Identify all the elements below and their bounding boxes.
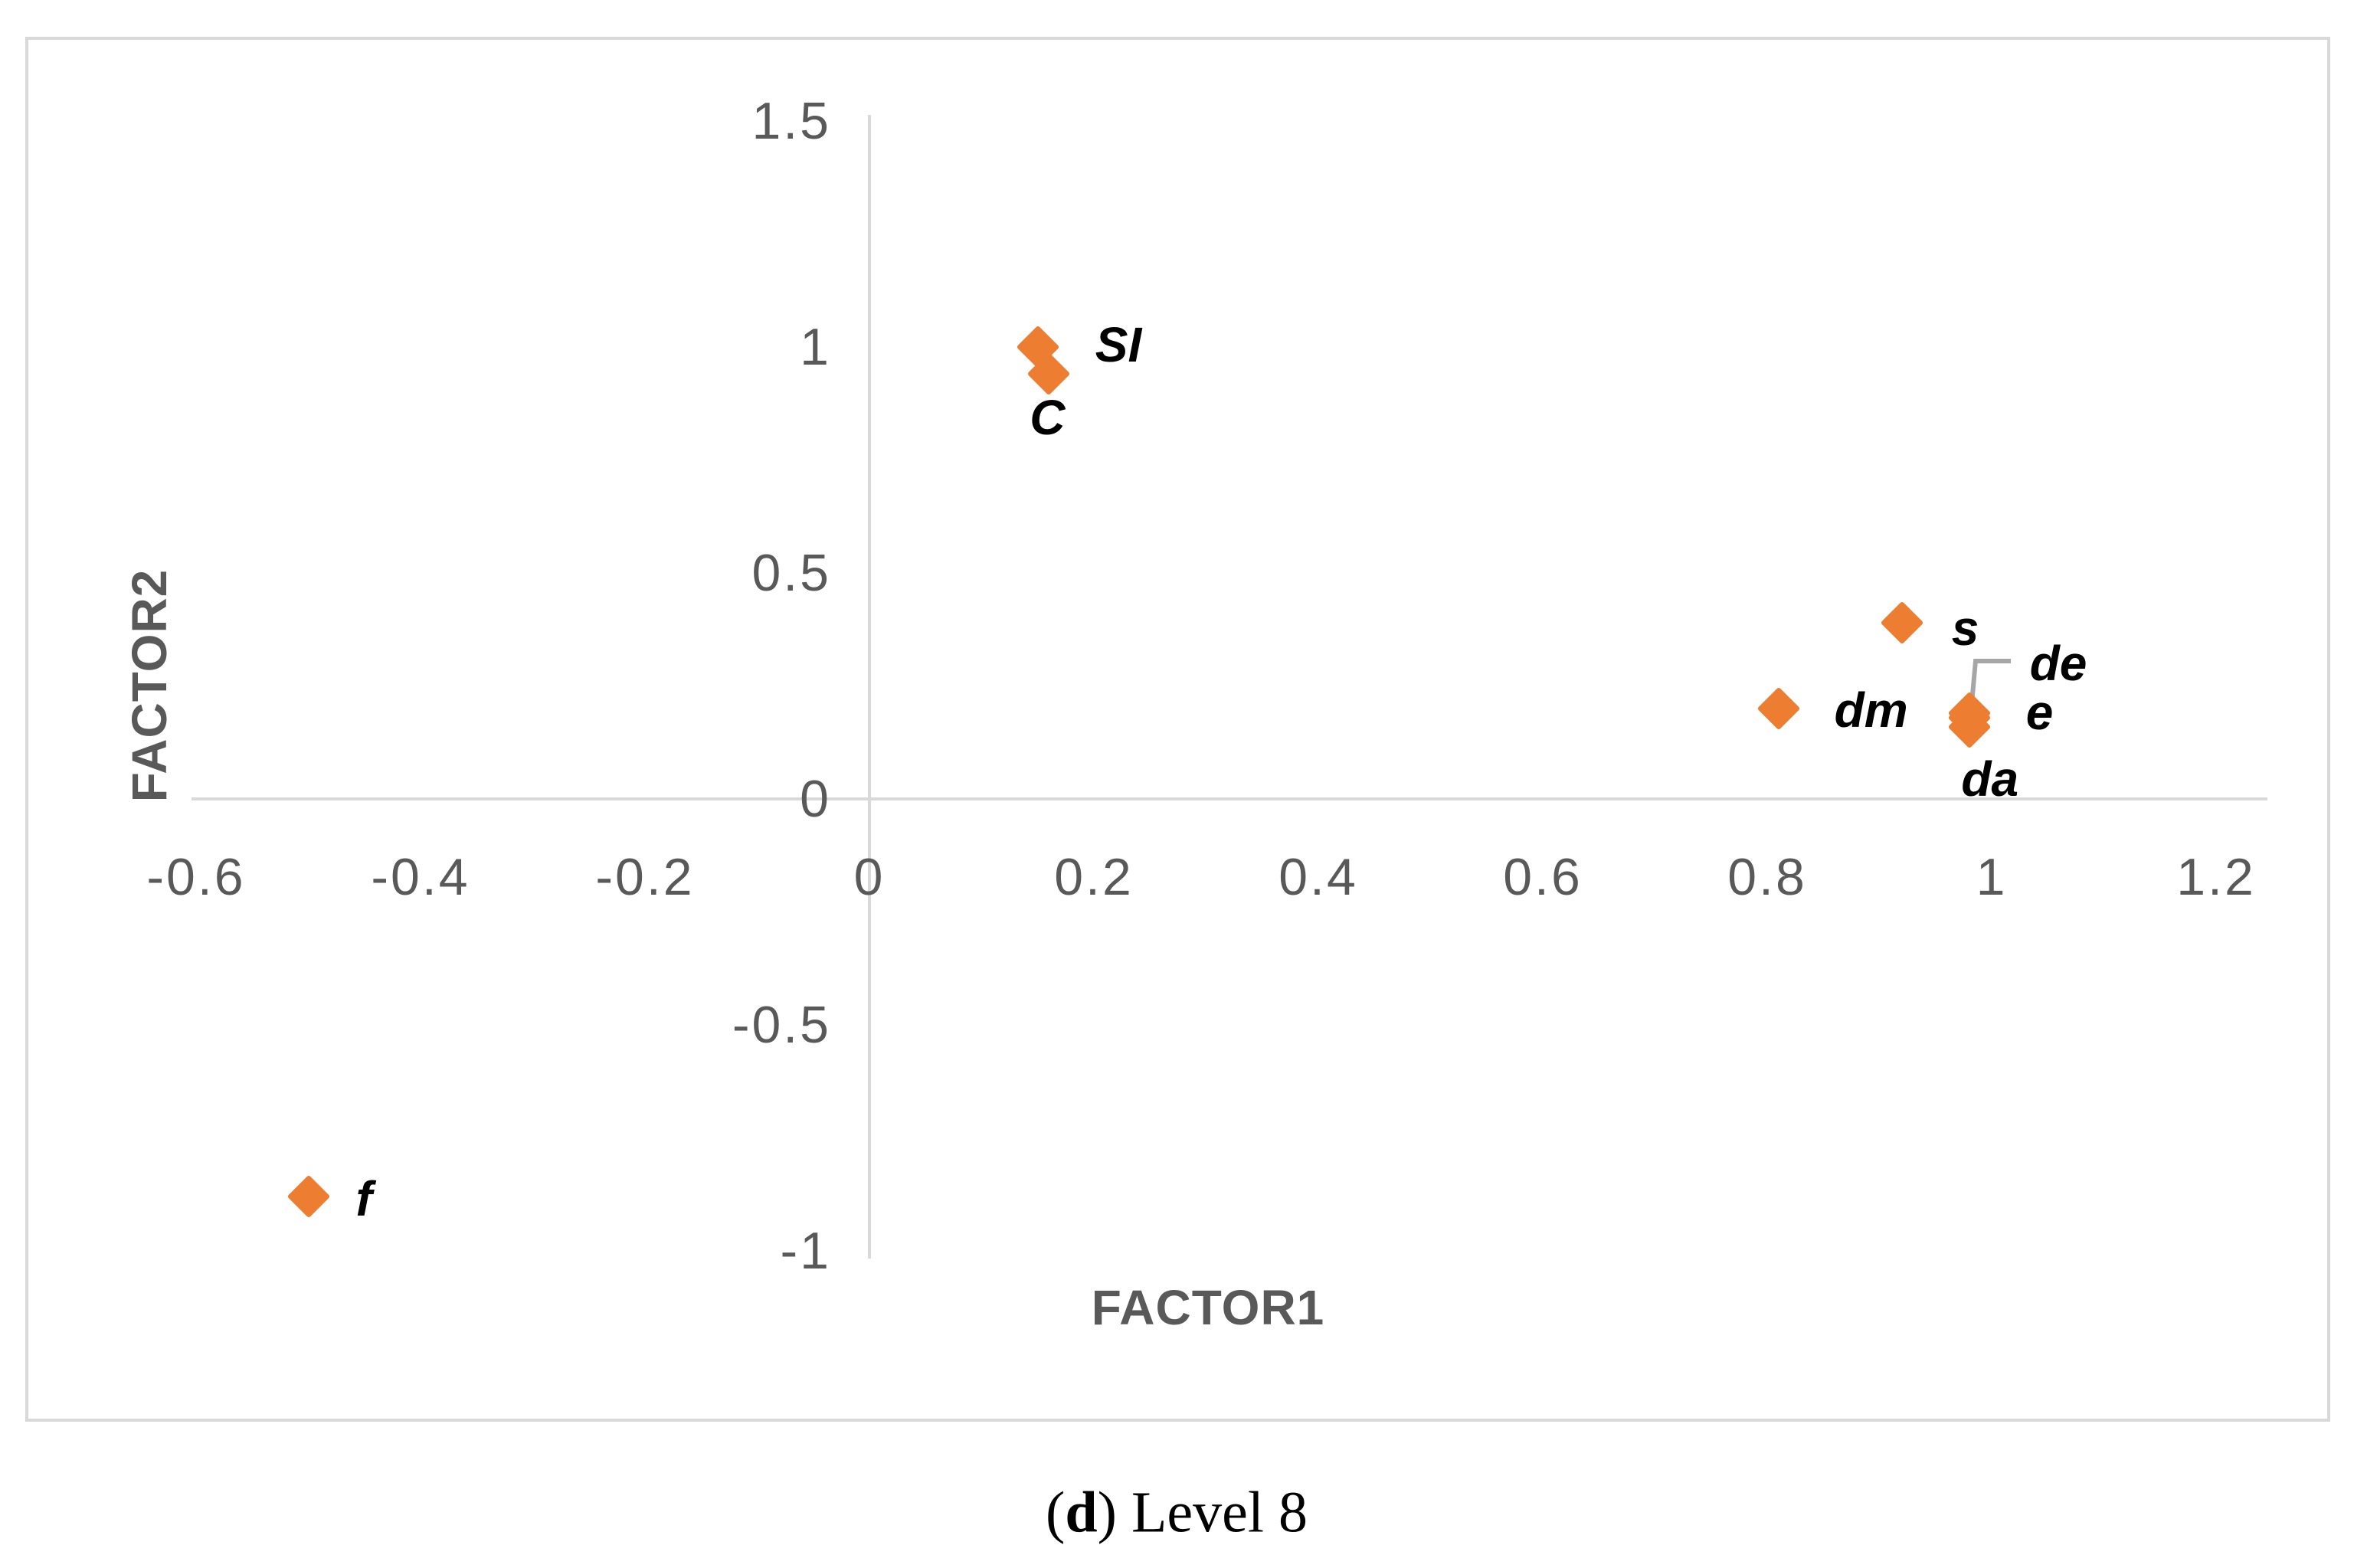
x-tick-label: -0.2 [595,848,695,906]
point-label-s: s [1951,600,1979,656]
y-tick-label: 1 [800,318,831,376]
x-tick-label: 0.8 [1727,848,1807,906]
y-tick-label: 1.5 [751,92,831,150]
point-label-C: C [1030,390,1066,446]
point-label-SI: SI [1095,317,1142,372]
x-tick-label: -0.4 [371,848,470,906]
caption-suffix: ) Level 8 [1097,1480,1308,1545]
caption-panel-letter: d [1065,1480,1098,1545]
point-label-da: da [1961,751,2019,807]
point-label-f: f [355,1171,372,1227]
x-tick-label: -0.6 [146,848,246,906]
y-tick-label: 0 [800,770,831,828]
chart-frame [25,37,2330,1422]
point-label-e: e [2025,684,2054,740]
x-tick-label: 0 [853,848,886,906]
y-tick-label: 0.5 [751,544,831,602]
y-axis-title: FACTOR2 [122,568,177,803]
caption-prefix: ( [1046,1480,1066,1545]
x-tick-label: 1.2 [2176,848,2256,906]
x-tick-label: 0.4 [1278,848,1358,906]
y-tick-label: -1 [780,1222,831,1280]
x-tick-label: 0.2 [1054,848,1134,906]
x-tick-label: 0.6 [1503,848,1583,906]
y-tick-label: -0.5 [732,996,831,1054]
x-axis-title: FACTOR1 [1091,1280,1325,1335]
point-label-de: de [2029,635,2087,691]
point-label-dm: dm [1834,683,1908,738]
figure-caption: (d) Level 8 [1046,1480,1308,1547]
x-tick-label: 1 [1976,848,2008,906]
